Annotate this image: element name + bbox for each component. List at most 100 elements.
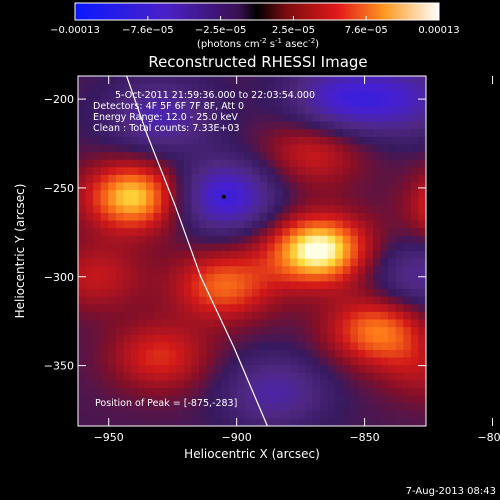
heatmap-cell bbox=[410, 235, 420, 244]
heatmap-cell bbox=[335, 403, 344, 412]
heatmap-cell bbox=[342, 235, 351, 244]
heatmap-cell bbox=[373, 159, 382, 168]
heatmap-cell bbox=[85, 197, 94, 206]
heatmap-cell bbox=[342, 327, 351, 336]
heatmap-cell bbox=[357, 190, 367, 199]
heatmap-cell bbox=[221, 289, 230, 298]
heatmap-cell bbox=[388, 114, 397, 123]
heatmap-cell bbox=[153, 365, 162, 374]
heatmap-cell bbox=[342, 83, 351, 92]
heatmap-cell bbox=[206, 182, 215, 191]
heatmap-cell bbox=[214, 174, 223, 184]
heatmap-cell bbox=[123, 311, 132, 321]
heatmap-cell bbox=[403, 342, 412, 351]
heatmap-cell bbox=[350, 106, 359, 115]
heatmap-cell bbox=[365, 403, 374, 412]
heatmap-cell bbox=[320, 380, 329, 389]
heatmap-cell bbox=[100, 342, 109, 351]
heatmap-cell bbox=[115, 121, 124, 130]
heatmap-cell bbox=[282, 167, 291, 176]
heatmap-cell bbox=[130, 83, 140, 92]
heatmap-cell bbox=[373, 129, 382, 138]
heatmap-cell bbox=[403, 334, 412, 343]
heatmap-cell bbox=[267, 289, 276, 298]
heatmap-cell bbox=[191, 243, 200, 252]
heatmap-cell bbox=[410, 273, 420, 283]
heatmap-cell bbox=[236, 251, 246, 260]
heatmap-cell bbox=[206, 387, 215, 397]
heatmap-cell bbox=[320, 235, 329, 244]
heatmap-cell bbox=[123, 251, 132, 260]
heatmap-cell bbox=[274, 106, 283, 115]
heatmap-cell bbox=[168, 228, 177, 237]
heatmap-cell bbox=[100, 349, 109, 359]
heatmap-cell bbox=[146, 311, 155, 321]
heatmap-cell bbox=[304, 212, 314, 222]
heatmap-cell bbox=[244, 129, 253, 138]
heatmap-cell bbox=[244, 342, 253, 351]
heatmap-cell bbox=[108, 182, 117, 191]
heatmap-cell bbox=[403, 220, 412, 229]
heatmap-cell bbox=[267, 152, 276, 161]
heatmap-cell bbox=[403, 327, 412, 336]
heatmap-cell bbox=[395, 266, 404, 275]
colorbar-tick-label: −7.6e−05 bbox=[122, 25, 174, 36]
heatmap-cell bbox=[327, 159, 336, 168]
heatmap-cell bbox=[357, 251, 367, 260]
heatmap-cell bbox=[289, 243, 298, 252]
heatmap-cell bbox=[229, 418, 238, 426]
heatmap-cell bbox=[289, 76, 298, 85]
heatmap-cell bbox=[214, 372, 223, 381]
heatmap-cell bbox=[418, 159, 426, 168]
heatmap-cell bbox=[297, 311, 306, 321]
heatmap-cell bbox=[403, 91, 412, 100]
heatmap-cell bbox=[320, 114, 329, 123]
heatmap-cell bbox=[221, 212, 230, 222]
heatmap-cell bbox=[78, 349, 87, 359]
heatmap-cell bbox=[93, 266, 102, 275]
heatmap-cell bbox=[176, 311, 185, 321]
heatmap-cell bbox=[342, 205, 351, 214]
heatmap-cell bbox=[289, 83, 298, 92]
heatmap-cell bbox=[335, 212, 344, 222]
heatmap-cell bbox=[153, 121, 162, 130]
heatmap-cell bbox=[259, 76, 268, 85]
heatmap-cell bbox=[78, 205, 87, 214]
heatmap-cell bbox=[418, 129, 426, 138]
heatmap-cell bbox=[214, 418, 223, 426]
heatmap-cell bbox=[410, 289, 420, 298]
heatmap-cell bbox=[274, 327, 283, 336]
heatmap-cell bbox=[342, 182, 351, 191]
heatmap-cell bbox=[282, 121, 291, 130]
heatmap-cell bbox=[267, 342, 276, 351]
plot-area: −950−900−850−800−200−250−300−350 bbox=[44, 75, 500, 444]
heatmap-cell bbox=[388, 106, 397, 115]
heatmap-cell bbox=[85, 311, 94, 321]
heatmap-cell bbox=[380, 380, 389, 389]
heatmap-cell bbox=[267, 349, 276, 359]
heatmap-cell bbox=[168, 395, 177, 404]
heatmap-cell bbox=[252, 243, 261, 252]
heatmap-cell bbox=[214, 395, 223, 404]
heatmap-cell bbox=[214, 136, 223, 146]
heatmap-cell bbox=[85, 220, 94, 229]
heatmap-cell bbox=[373, 311, 382, 321]
heatmap-cell bbox=[380, 159, 389, 168]
heatmap-cell bbox=[357, 220, 367, 229]
heatmap-cell bbox=[274, 129, 283, 138]
heatmap-cell bbox=[320, 342, 329, 351]
heatmap-cell bbox=[380, 258, 389, 267]
heatmap-cell bbox=[206, 235, 215, 244]
heatmap-cell bbox=[78, 174, 87, 184]
heatmap-cell bbox=[168, 289, 177, 298]
heatmap-cell bbox=[320, 403, 329, 412]
heatmap-cell bbox=[282, 205, 291, 214]
heatmap-cell bbox=[312, 228, 321, 237]
heatmap-cell bbox=[146, 365, 155, 374]
y-tick-label: −250 bbox=[44, 182, 74, 195]
heatmap-cell bbox=[130, 289, 140, 298]
heatmap-cell bbox=[410, 296, 420, 305]
heatmap-cell bbox=[168, 76, 177, 85]
heatmap-cell bbox=[327, 357, 336, 366]
heatmap-cell bbox=[267, 106, 276, 115]
